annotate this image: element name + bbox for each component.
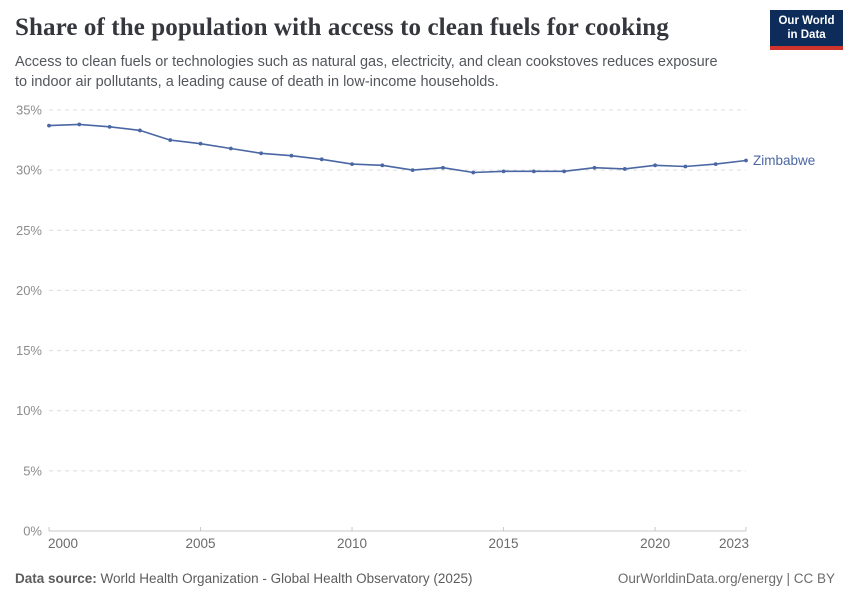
y-tick-label: 20%	[16, 283, 42, 298]
x-tick-label: 2015	[489, 536, 519, 551]
chart-footer: Data source: World Health Organization -…	[15, 571, 835, 586]
x-tick-label: 2020	[640, 536, 670, 551]
owid-logo-red-bar	[770, 46, 843, 50]
subtitle-line-2: to indoor air pollutants, a leading caus…	[15, 73, 499, 90]
data-point[interactable]	[713, 162, 718, 167]
x-tick-label: 2005	[185, 536, 215, 551]
data-point[interactable]	[107, 124, 112, 129]
data-source-label: Data source:	[15, 571, 97, 586]
data-point[interactable]	[138, 128, 142, 133]
x-tick-label: 2010	[337, 536, 367, 551]
data-point[interactable]	[77, 122, 82, 127]
series-line[interactable]	[48, 123, 747, 174]
data-point[interactable]	[259, 151, 264, 156]
data-point[interactable]	[683, 164, 688, 169]
data-point[interactable]	[562, 169, 567, 174]
data-point[interactable]	[531, 169, 536, 174]
owid-logo-text: Our World in Data	[770, 10, 843, 46]
data-point[interactable]	[501, 169, 506, 174]
owid-logo-line-1: Our World	[778, 15, 835, 27]
data-point[interactable]	[653, 163, 657, 168]
data-source-value: World Health Organization - Global Healt…	[96, 571, 473, 586]
owid-logo-line-2: in Data	[787, 28, 826, 41]
y-tick-label: 25%	[16, 223, 42, 238]
x-tick-label: 2023	[719, 536, 749, 551]
citation-link[interactable]: OurWorldinData.org/energy | CC BY	[617, 571, 835, 586]
chart-subtitle: Access to clean fuels or technologies su…	[15, 52, 755, 92]
data-point[interactable]	[47, 123, 51, 128]
data-point[interactable]	[319, 157, 324, 162]
subtitle-line-1: Access to clean fuels or technologies su…	[15, 53, 718, 70]
data-point[interactable]	[228, 146, 233, 151]
data-point[interactable]	[289, 153, 294, 158]
x-tick-label: 2000	[48, 536, 78, 551]
data-point[interactable]	[410, 168, 415, 173]
data-point[interactable]	[380, 163, 385, 168]
data-point[interactable]	[744, 158, 748, 163]
y-tick-label: 10%	[16, 403, 42, 418]
y-tick-label: 5%	[23, 463, 42, 478]
chart-title: Share of the population with access to c…	[15, 14, 669, 41]
data-point[interactable]	[168, 138, 173, 142]
data-point[interactable]	[441, 165, 445, 170]
data-point[interactable]	[592, 165, 597, 170]
y-tick-label: 30%	[16, 163, 42, 178]
y-tick-label: 35%	[16, 103, 42, 118]
data-point[interactable]	[471, 170, 476, 175]
y-tick-label: 15%	[16, 343, 42, 358]
chart-header: Share of the population with access to c…	[15, 14, 755, 92]
data-point[interactable]	[622, 167, 627, 171]
data-point[interactable]	[198, 141, 203, 146]
owid-logo[interactable]: Our World in Data	[770, 10, 843, 50]
data-source: Data source: World Health Organization -…	[15, 571, 472, 586]
data-point[interactable]	[350, 162, 354, 167]
y-tick-label: 0%	[23, 524, 42, 539]
series-label[interactable]: Zimbabwe	[753, 153, 815, 168]
